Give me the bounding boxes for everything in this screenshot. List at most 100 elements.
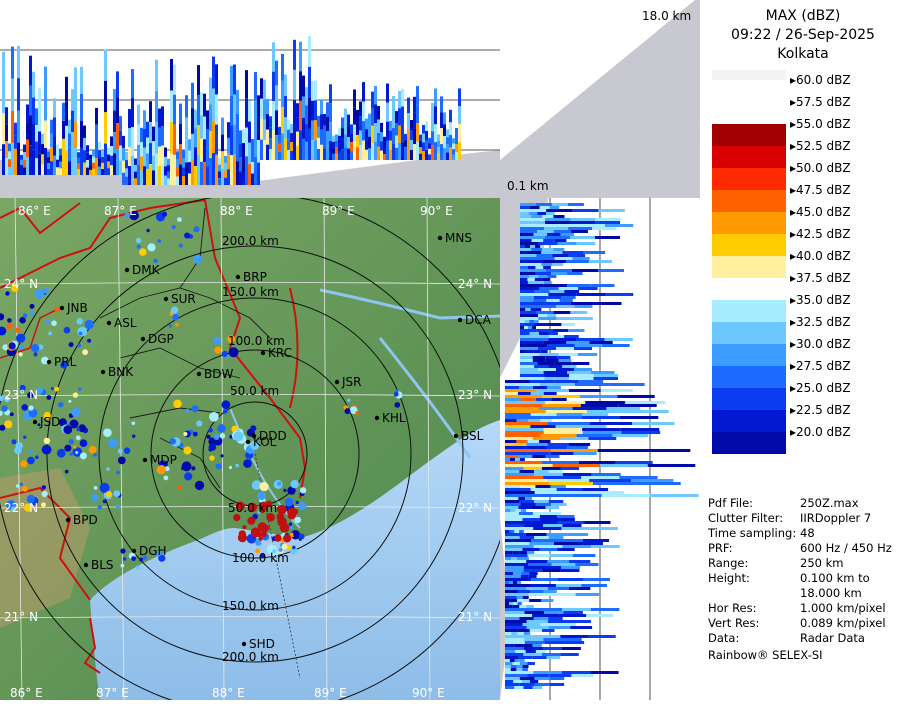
profile-echo: [311, 81, 314, 101]
profile-echo: [314, 100, 317, 121]
profile-echo: [529, 572, 538, 575]
echo-cell: [233, 431, 244, 442]
profile-echo: [230, 65, 233, 96]
profile-echo: [119, 130, 122, 146]
profile-echo: [505, 428, 544, 431]
profile-echo: [548, 620, 570, 623]
profile-echo: [38, 153, 41, 175]
legend-swatch: [712, 102, 786, 124]
profile-echo: [543, 341, 567, 344]
profile-echo: [543, 611, 564, 614]
info-row: Pdf File: 250Z.max: [708, 496, 859, 510]
profile-echo: [248, 121, 251, 143]
profile-echo: [311, 140, 314, 160]
profile-echo: [618, 404, 657, 407]
echo-cell: [34, 289, 45, 299]
profile-echo: [552, 464, 601, 467]
profile-echo: [505, 395, 543, 398]
profile-echo: [413, 144, 416, 160]
profile-echo: [89, 164, 92, 170]
profile-echo: [320, 99, 323, 115]
profile-echo: [547, 443, 569, 446]
profile-echo: [74, 67, 77, 95]
profile-echo: [545, 221, 570, 224]
profile-echo: [419, 134, 422, 141]
echo-cell: [6, 397, 9, 401]
profile-echo: [245, 127, 248, 157]
profile-echo: [540, 419, 552, 422]
profile-echo: [191, 82, 194, 109]
profile-echo: [566, 341, 590, 344]
echo-cell: [58, 418, 67, 427]
profile-echo: [71, 89, 74, 111]
profile-echo: [236, 113, 239, 138]
profile-echo: [537, 257, 555, 260]
info-row: Time sampling: 48: [708, 526, 815, 540]
legend-label: ▸32.5 dBZ: [790, 315, 851, 329]
profile-echo: [236, 161, 239, 185]
profile-echo: [570, 236, 595, 239]
profile-echo: [53, 117, 56, 137]
profile-echo: [516, 668, 523, 671]
profile-echo: [266, 114, 269, 130]
profile-echo: [569, 587, 591, 590]
profile-echo: [517, 632, 524, 635]
profile-echo: [547, 560, 569, 563]
profile-echo: [505, 380, 530, 383]
profile-echo: [539, 206, 550, 209]
echo-cell: [88, 445, 97, 454]
profile-echo: [574, 344, 603, 347]
profile-echo: [407, 128, 410, 145]
profile-echo: [524, 611, 544, 614]
profile-echo: [86, 167, 89, 175]
profile-echo: [597, 449, 644, 452]
station-label: MDP: [150, 453, 177, 467]
profile-echo: [26, 104, 29, 123]
echo-cell: [393, 391, 399, 397]
profile-echo: [209, 77, 212, 105]
profile-echo: [520, 362, 538, 365]
profile-echo: [38, 131, 41, 154]
profile-echo: [152, 141, 155, 156]
legend-swatch: [712, 344, 786, 366]
profile-echo: [98, 158, 101, 167]
profile-echo: [519, 659, 525, 662]
profile-echo: [530, 308, 536, 311]
profile-echo: [573, 452, 597, 455]
profile-echo: [518, 455, 533, 458]
echo-cell: [394, 402, 401, 408]
echo-cell: [277, 504, 287, 515]
profile-echo: [314, 80, 317, 101]
profile-echo: [547, 296, 562, 299]
range-label: 200.0 km: [222, 234, 279, 248]
echo-cell: [41, 485, 46, 490]
profile-echo: [152, 126, 155, 142]
legend-label: ▸37.5 dBZ: [790, 271, 851, 285]
echo-cell: [235, 463, 239, 468]
echo-cell: [288, 524, 294, 530]
profile-echo: [317, 126, 320, 138]
profile-echo: [329, 103, 332, 123]
station-label: DCA: [465, 313, 492, 327]
echo-cell: [191, 405, 199, 413]
profile-echo: [182, 149, 185, 159]
profile-echo: [86, 160, 89, 168]
echo-cell: [235, 501, 245, 511]
profile-echo: [266, 98, 269, 115]
profile-echo: [401, 106, 404, 125]
profile-echo: [203, 93, 206, 117]
profile-echo: [551, 563, 576, 566]
profile-echo: [77, 157, 80, 164]
profile-echo: [281, 133, 284, 160]
profile-echo: [644, 449, 691, 452]
station-marker: [32, 419, 38, 425]
profile-echo: [410, 150, 413, 160]
profile-echo: [594, 491, 625, 494]
profile-echo: [323, 148, 326, 160]
profile-echo: [143, 166, 146, 185]
profile-echo: [173, 124, 176, 155]
profile-echo: [617, 395, 655, 398]
echo-cell: [168, 324, 172, 328]
profile-echo: [188, 173, 191, 185]
profile-echo: [522, 665, 529, 668]
